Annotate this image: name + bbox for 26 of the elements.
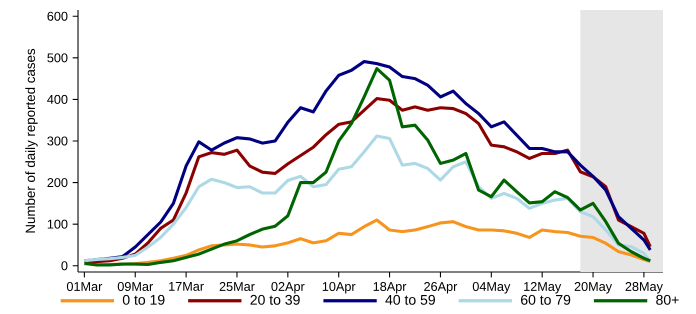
x-tick-label: 10Apr [322,282,356,294]
x-tick-label: 01Mar [66,282,102,291]
y-tick-label: 500 [47,53,68,62]
y-axis-title: Number of daily reported cases [25,48,38,233]
y-tick-label: 200 [47,178,68,188]
y-tick-label: 300 [47,136,68,146]
line-series [82,134,652,264]
x-tick-label: 17Mar [169,282,204,291]
legend-label: 60 to 79 [521,294,570,305]
x-tick-label: 18Apr [374,282,406,294]
y-tick-label: 400 [47,94,68,104]
x-tick-label: 04May [472,282,510,294]
legend-label: 40 to 59 [385,294,435,305]
x-tick-label: 02Apr [271,282,305,294]
x-tick-label: 09Mar [118,282,153,291]
legend-label: 0 to 19 [122,294,164,305]
legend-label: 20 to 39 [250,294,300,305]
x-tick-label: 20May [574,282,612,294]
y-tick-label: 100 [48,220,68,229]
x-tick-label: 28May [626,282,663,294]
legend-label: 80+ [656,294,679,305]
x-tick-label: 25Mar [220,282,255,291]
y-tick-label: 600 [47,12,68,21]
y-tick-label: 0 [61,261,68,270]
x-tick-label: 26Apr [424,282,458,294]
x-tick-label: 12May [524,282,562,294]
